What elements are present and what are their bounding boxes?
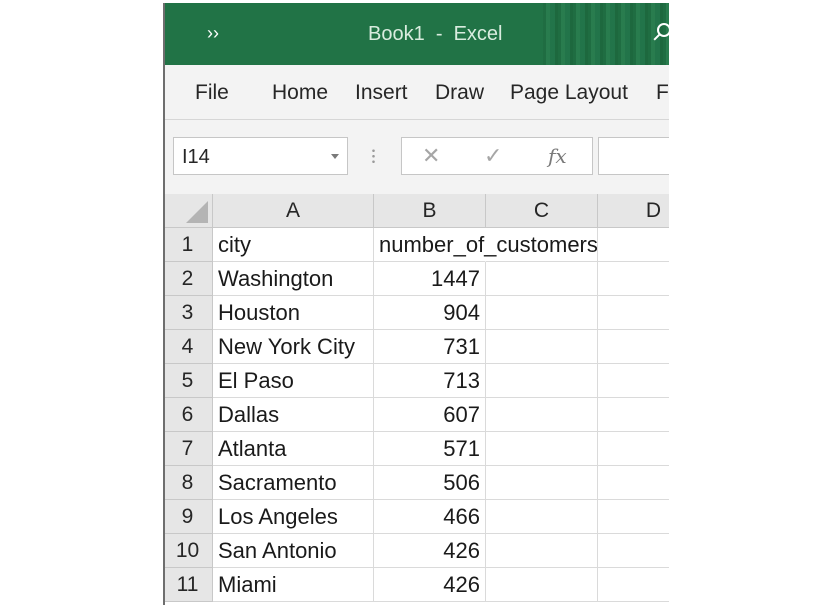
spreadsheet-grid: A B C D 1 city number_of_customers 2 Wash… bbox=[163, 194, 669, 605]
cell-city[interactable]: El Paso bbox=[213, 364, 374, 398]
formula-buttons: ✕ ✓ fx bbox=[401, 137, 593, 175]
title-bar: ›› Book1 - Excel bbox=[163, 3, 669, 65]
cell-empty[interactable] bbox=[486, 262, 598, 296]
cell-c1[interactable] bbox=[486, 228, 598, 262]
enter-icon[interactable]: ✓ bbox=[484, 143, 503, 168]
cell-number-of-customers[interactable]: 426 bbox=[374, 568, 486, 602]
cell-city[interactable]: Houston bbox=[213, 296, 374, 330]
cell-number-of-customers[interactable]: 904 bbox=[374, 296, 486, 330]
cell-empty[interactable] bbox=[486, 398, 598, 432]
cell-city[interactable]: Sacramento bbox=[213, 466, 374, 500]
window-title: Book1 - Excel bbox=[368, 23, 503, 45]
tab-draw[interactable]: Draw bbox=[435, 81, 485, 104]
column-header-b[interactable]: B bbox=[374, 194, 486, 228]
row-header[interactable]: 5 bbox=[163, 364, 213, 398]
tab-page-layout[interactable]: Page Layout bbox=[510, 81, 628, 104]
column-header-d[interactable]: D bbox=[598, 194, 669, 228]
cell-a1[interactable]: city bbox=[213, 228, 374, 262]
cell-number-of-customers[interactable]: 731 bbox=[374, 330, 486, 364]
tab-formulas[interactable]: Fo bbox=[656, 81, 669, 104]
column-header-c[interactable]: C bbox=[486, 194, 598, 228]
cell-city[interactable]: Washington bbox=[213, 262, 374, 296]
select-all-corner[interactable] bbox=[163, 194, 213, 228]
row-header[interactable]: 4 bbox=[163, 330, 213, 364]
cell-city[interactable]: Los Angeles bbox=[213, 500, 374, 534]
cell-empty[interactable] bbox=[486, 364, 598, 398]
cell-empty[interactable] bbox=[598, 568, 669, 602]
insert-function-icon[interactable]: fx bbox=[548, 144, 567, 168]
cell-empty[interactable] bbox=[598, 364, 669, 398]
column-header-a[interactable]: A bbox=[213, 194, 374, 228]
ribbon-tabs: File Home Insert Draw Page Layout Fo bbox=[163, 65, 669, 120]
cell-empty[interactable] bbox=[598, 534, 669, 568]
cell-empty[interactable] bbox=[598, 466, 669, 500]
cell-number-of-customers[interactable]: 571 bbox=[374, 432, 486, 466]
tab-home[interactable]: Home bbox=[272, 81, 329, 104]
title-bar-pattern bbox=[543, 3, 669, 65]
tab-file[interactable]: File bbox=[195, 81, 229, 104]
chevron-down-icon[interactable] bbox=[331, 154, 339, 159]
quick-access-more-icon[interactable]: ›› bbox=[207, 23, 219, 43]
cell-city[interactable]: Dallas bbox=[213, 398, 374, 432]
formula-bar-grip-icon[interactable] bbox=[372, 148, 375, 164]
row-header[interactable]: 3 bbox=[163, 296, 213, 330]
cell-empty[interactable] bbox=[598, 432, 669, 466]
row-header[interactable]: 2 bbox=[163, 262, 213, 296]
row-header[interactable]: 11 bbox=[163, 568, 213, 602]
cell-d1[interactable] bbox=[598, 228, 669, 262]
cell-empty[interactable] bbox=[598, 296, 669, 330]
cell-empty[interactable] bbox=[486, 568, 598, 602]
cell-empty[interactable] bbox=[598, 262, 669, 296]
cell-number-of-customers[interactable]: 506 bbox=[374, 466, 486, 500]
excel-window: ›› Book1 - Excel File Home Insert Draw P… bbox=[163, 3, 669, 605]
cancel-icon[interactable]: ✕ bbox=[422, 143, 441, 168]
row-header[interactable]: 8 bbox=[163, 466, 213, 500]
cell-b1[interactable]: number_of_customers bbox=[374, 228, 598, 262]
cell-city[interactable]: New York City bbox=[213, 330, 374, 364]
formula-bar: I14 ✕ ✓ fx bbox=[163, 120, 669, 194]
cell-city[interactable]: San Antonio bbox=[213, 534, 374, 568]
cell-empty[interactable] bbox=[598, 398, 669, 432]
cell-empty[interactable] bbox=[486, 466, 598, 500]
cell-number-of-customers[interactable]: 1447 bbox=[374, 262, 486, 296]
name-box-value: I14 bbox=[182, 146, 210, 168]
cell-empty[interactable] bbox=[486, 534, 598, 568]
cell-empty[interactable] bbox=[486, 330, 598, 364]
cell-number-of-customers[interactable]: 466 bbox=[374, 500, 486, 534]
row-header[interactable]: 1 bbox=[163, 228, 213, 262]
cell-number-of-customers[interactable]: 713 bbox=[374, 364, 486, 398]
cell-city[interactable]: Atlanta bbox=[213, 432, 374, 466]
cell-empty[interactable] bbox=[598, 330, 669, 364]
formula-input[interactable] bbox=[598, 137, 669, 175]
row-header[interactable]: 10 bbox=[163, 534, 213, 568]
cell-empty[interactable] bbox=[598, 500, 669, 534]
cell-empty[interactable] bbox=[486, 500, 598, 534]
tab-insert[interactable]: Insert bbox=[355, 81, 408, 104]
cell-empty[interactable] bbox=[486, 296, 598, 330]
name-box[interactable]: I14 bbox=[173, 137, 348, 175]
cell-empty[interactable] bbox=[486, 432, 598, 466]
row-header[interactable]: 6 bbox=[163, 398, 213, 432]
cell-city[interactable]: Miami bbox=[213, 568, 374, 602]
row-header[interactable]: 9 bbox=[163, 500, 213, 534]
row-header[interactable]: 7 bbox=[163, 432, 213, 466]
cell-number-of-customers[interactable]: 426 bbox=[374, 534, 486, 568]
search-icon[interactable] bbox=[657, 23, 669, 37]
cell-number-of-customers[interactable]: 607 bbox=[374, 398, 486, 432]
